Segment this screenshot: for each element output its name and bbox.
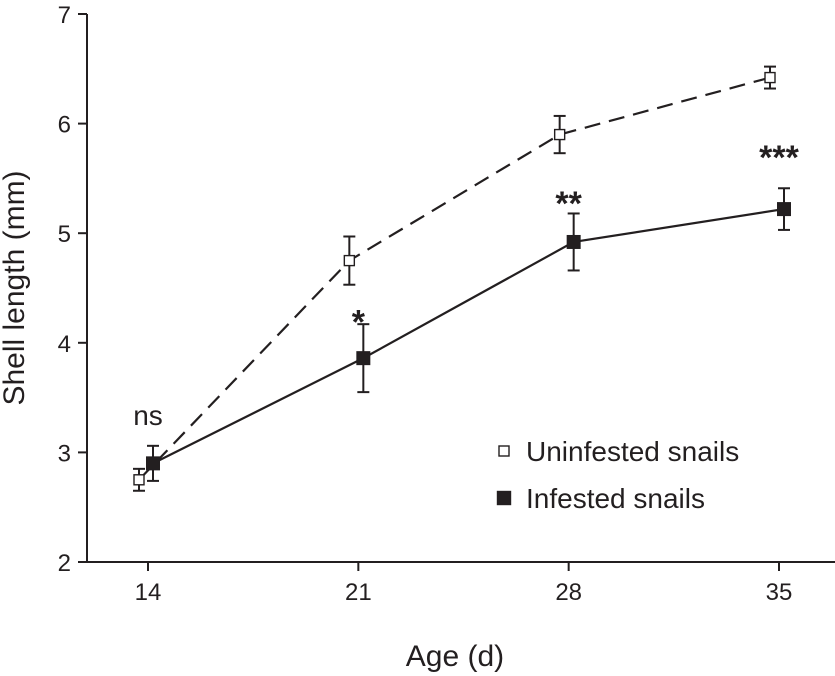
series-line: [152, 208, 785, 465]
data-point: [133, 474, 145, 486]
data-point: [343, 254, 356, 267]
legend-item-infested: Infested snails: [496, 483, 705, 514]
legend-label: Infested snails: [526, 483, 705, 514]
data-point: [764, 71, 776, 84]
significance-label: ***: [759, 139, 799, 177]
y-axis-title: Shell length (mm): [0, 170, 31, 405]
legend-marker: [496, 490, 512, 506]
data-point: [566, 234, 581, 249]
data-point: [777, 202, 791, 217]
axes: 2 3 4 5 6 7 14 21 28 35: [58, 2, 835, 606]
significance-label: ns: [133, 400, 163, 431]
y-tick-label: 2: [58, 550, 71, 577]
significance-label: *: [352, 303, 366, 341]
y-tick-label: 6: [58, 112, 71, 139]
y-tick-label: 4: [58, 331, 71, 358]
x-tick-label: 28: [555, 579, 582, 606]
x-axis-title: Age (d): [406, 640, 504, 673]
data-point: [553, 128, 566, 141]
legend-label: Uninfested snails: [526, 436, 739, 467]
legend-item-uninfested: Uninfested snails: [498, 436, 739, 467]
significance-label: **: [555, 185, 582, 223]
series-line: [138, 76, 771, 481]
data-point: [356, 351, 371, 366]
x-tick-label: 35: [766, 579, 793, 606]
series-uninfested: [133, 65, 776, 492]
x-tick-label: 14: [135, 579, 162, 606]
y-tick-label: 3: [58, 440, 71, 467]
annotation-layer: ns******: [133, 139, 799, 431]
x-tick-label: 21: [345, 579, 372, 606]
y-tick-label: 7: [58, 2, 71, 29]
data-point: [146, 456, 160, 471]
series-layer: [133, 65, 791, 492]
legend: Uninfested snails Infested snails: [496, 436, 739, 514]
series-infested: [146, 187, 791, 482]
legend-marker: [498, 445, 510, 457]
y-tick-label: 5: [58, 221, 71, 248]
